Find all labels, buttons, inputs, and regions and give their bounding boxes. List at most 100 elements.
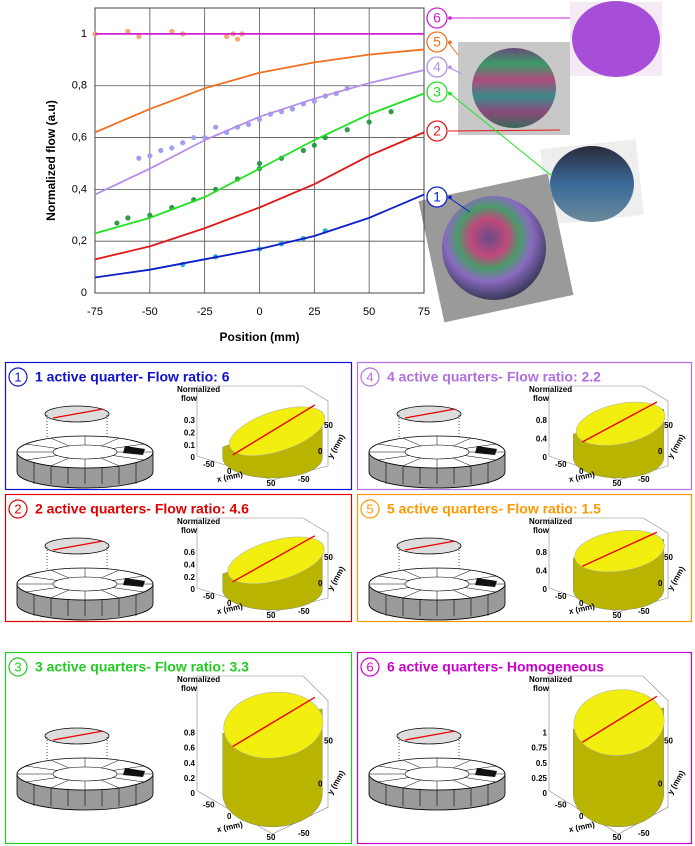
y-tick-label: 0,6 (72, 131, 87, 143)
panel-number: 6 (366, 659, 373, 674)
data-point (345, 127, 350, 132)
y-tick-label: 50 (664, 553, 673, 562)
x-tick-label: 50 (267, 833, 276, 842)
data-point (158, 148, 163, 153)
panel-title: 1 active quarter- Flow ratio: 6 (35, 369, 230, 385)
z-tick-label: 0 (191, 453, 196, 462)
z-axis-title: Normalized (177, 385, 220, 394)
series-label: 2 (433, 123, 441, 139)
data-point (169, 145, 174, 150)
z-axis-title: Normalized (529, 385, 572, 394)
z-tick-label: 0.2 (184, 428, 196, 437)
x-tick-label: -50 (555, 801, 567, 810)
panel-title: 2 active quarters- Flow ratio: 4.6 (35, 501, 249, 517)
y-tick-label: 0,8 (72, 80, 87, 92)
data-point (125, 215, 130, 220)
panel-number: 1 (14, 369, 21, 384)
y-tick-label: 0 (81, 287, 87, 299)
arrow-head (448, 196, 452, 200)
arrow-head (448, 16, 452, 20)
z-axis-title: flow (181, 394, 198, 403)
panel: 3 3 active quarters- Flow ratio: 3.3Norma… (6, 653, 352, 844)
y-tick-label: -50 (298, 829, 310, 838)
arrow-head (448, 40, 452, 44)
panel: 1 1 active quarter- Flow ratio: 6Normaliz… (6, 363, 352, 490)
wafer-1 (442, 196, 546, 300)
y-axis-title: Normalized flow (a.u) (44, 100, 58, 221)
panel-number: 3 (14, 659, 21, 674)
y-tick-label: 0 (658, 579, 663, 588)
y-tick-label: 0 (658, 779, 663, 788)
y-tick-label: -50 (638, 607, 650, 616)
z-axis-title: Normalized (529, 675, 572, 684)
z-tick-label: 0 (543, 585, 548, 594)
z-tick-label: 0 (191, 585, 196, 594)
panel: 6 6 active quarters- HomogeneousNormalize… (358, 653, 692, 844)
wafer-6 (572, 1, 660, 77)
photos (419, 1, 662, 322)
x-tick-label: 75 (418, 306, 430, 318)
y-tick-label: 50 (324, 737, 333, 746)
data-point (367, 119, 372, 124)
panel: 22 active quarters- Flow ratio: 4.6Norma… (6, 495, 352, 622)
z-tick-label: 0.4 (184, 759, 196, 768)
data-point (136, 156, 141, 161)
z-axis-title: Normalized (177, 675, 220, 684)
z-tick-label: 0 (191, 789, 196, 798)
x-tick-label: 50 (613, 479, 622, 488)
z-tick-label: 0.4 (536, 567, 548, 576)
z-axis-title: flow (533, 394, 550, 403)
z-tick-label: 0.25 (531, 774, 547, 783)
ring-inner (53, 445, 117, 459)
figure: -75-50-25025507500,20,40,60,81Position (… (0, 0, 695, 846)
panel-title: 3 active quarters- Flow ratio: 3.3 (35, 659, 249, 675)
arrow-head (448, 65, 452, 69)
data-point (191, 135, 196, 140)
x-tick-label: 50 (267, 479, 276, 488)
wafer-3 (550, 146, 634, 222)
ring-inner (53, 577, 117, 591)
z-axis-title: flow (181, 684, 198, 693)
data-point (257, 161, 262, 166)
y-tick-label: 0 (658, 447, 663, 456)
z-axis-title: flow (181, 526, 198, 535)
y-tick-label: 0 (318, 579, 323, 588)
series-label: 5 (433, 34, 441, 50)
panel-title: 5 active quarters- Flow ratio: 1.5 (387, 501, 601, 517)
y-tick-label: 0 (318, 779, 323, 788)
z-tick-label: 1 (543, 729, 548, 738)
y-tick-label: 50 (324, 421, 333, 430)
y-tick-label: 1 (81, 28, 87, 40)
panel-title: 4 active quarters- Flow ratio: 2.2 (387, 369, 601, 385)
z-tick-label: 0.1 (184, 441, 196, 450)
panel-number: 2 (14, 501, 21, 516)
y-tick-label: -50 (298, 607, 310, 616)
panel: 44 active quarters- Flow ratio: 2.2Norma… (358, 363, 692, 490)
z-axis-title: flow (533, 526, 550, 535)
series-label: 6 (433, 10, 441, 26)
data-point (312, 143, 317, 148)
data-point (114, 220, 119, 225)
series-label: 3 (433, 84, 441, 100)
x-tick-label: -50 (203, 801, 215, 810)
z-axis-title: flow (533, 684, 550, 693)
series-label: 1 (433, 189, 441, 205)
x-tick-label: 0 (256, 306, 262, 318)
panel-title: 6 active quarters- Homogeneous (387, 659, 604, 675)
arrow-head (448, 92, 452, 96)
data-point (180, 140, 185, 145)
y-tick-label: 0 (318, 447, 323, 456)
z-tick-label: 0.4 (536, 435, 548, 444)
z-tick-label: 0.8 (536, 416, 548, 425)
z-tick-label: 0 (543, 789, 548, 798)
y-tick-label: 50 (324, 553, 333, 562)
z-tick-label: 0.2 (184, 573, 196, 582)
z-tick-label: 0.6 (184, 744, 196, 753)
z-tick-label: 0 (543, 453, 548, 462)
ring-inner (405, 767, 469, 781)
x-tick-label: 50 (267, 611, 276, 620)
ring-inner (405, 577, 469, 591)
x-tick-label: -75 (87, 306, 103, 318)
panel: 55 active quarters- Flow ratio: 1.5Norma… (358, 495, 692, 622)
x-tick-label: 0 (227, 812, 232, 821)
